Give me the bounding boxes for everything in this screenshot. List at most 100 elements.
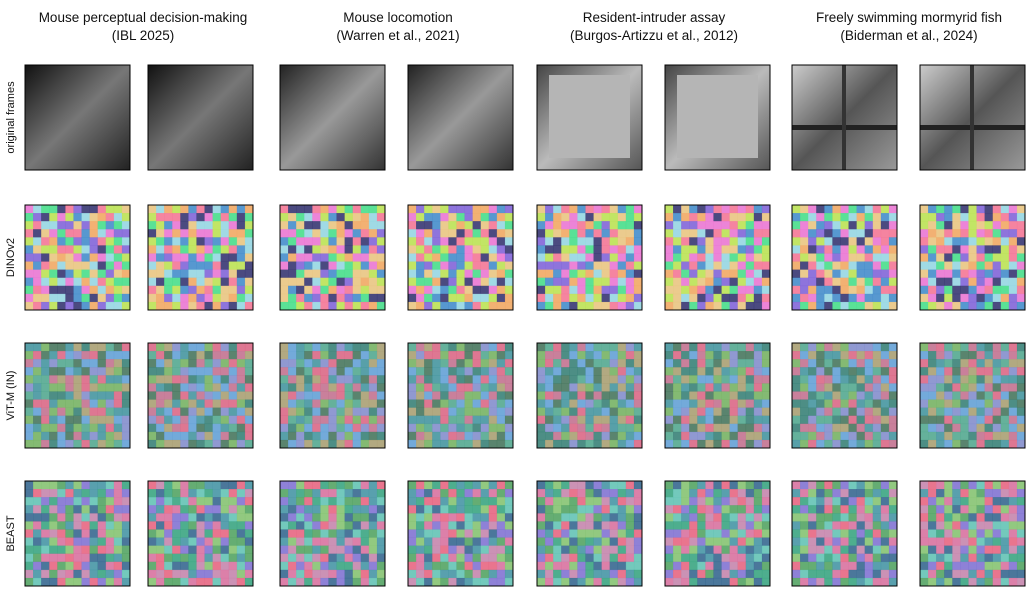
patch	[952, 237, 960, 245]
patch	[626, 375, 634, 383]
patch	[618, 237, 626, 245]
patch	[49, 489, 57, 497]
patch	[353, 538, 361, 546]
patch	[229, 343, 237, 351]
patch	[280, 229, 288, 237]
patch	[49, 294, 57, 302]
patch	[865, 529, 873, 537]
patch	[172, 237, 180, 245]
patch	[816, 513, 824, 521]
patch	[473, 229, 481, 237]
patch	[792, 400, 800, 408]
patch	[122, 416, 130, 424]
patch	[456, 489, 464, 497]
patch	[618, 294, 626, 302]
patch	[832, 221, 840, 229]
patch	[180, 294, 188, 302]
patch	[881, 359, 889, 367]
patch	[473, 424, 481, 432]
patch	[634, 245, 642, 253]
patch	[722, 546, 730, 554]
patch	[944, 237, 952, 245]
patch	[328, 497, 336, 505]
patch	[337, 302, 345, 310]
patch	[328, 213, 336, 221]
patch	[985, 546, 993, 554]
patch	[738, 570, 746, 578]
patch	[738, 205, 746, 213]
patch	[320, 262, 328, 270]
patch	[505, 205, 513, 213]
patch	[245, 570, 253, 578]
patch	[465, 513, 473, 521]
patch	[610, 538, 618, 546]
patch	[57, 562, 65, 570]
patch	[585, 221, 593, 229]
patch	[1017, 400, 1025, 408]
patch	[280, 286, 288, 294]
patch	[416, 538, 424, 546]
patch	[585, 481, 593, 489]
patch	[473, 513, 481, 521]
patch	[881, 286, 889, 294]
patch	[952, 440, 960, 448]
patch	[73, 497, 81, 505]
patch	[345, 245, 353, 253]
patch	[865, 481, 873, 489]
patch	[296, 302, 304, 310]
patch	[681, 253, 689, 261]
patch	[497, 432, 505, 440]
patch	[505, 400, 513, 408]
patch	[114, 375, 122, 383]
patch	[816, 383, 824, 391]
patch	[25, 400, 33, 408]
patch	[881, 538, 889, 546]
patch	[762, 262, 770, 270]
patch	[569, 294, 577, 302]
patch	[432, 375, 440, 383]
patch	[164, 424, 172, 432]
patch	[673, 262, 681, 270]
patch	[180, 424, 188, 432]
patch	[816, 570, 824, 578]
patch	[977, 538, 985, 546]
patch	[448, 497, 456, 505]
patch	[840, 205, 848, 213]
patch	[237, 570, 245, 578]
patch	[65, 213, 73, 221]
patch	[497, 440, 505, 448]
patch	[213, 570, 221, 578]
patch	[213, 481, 221, 489]
patch	[345, 538, 353, 546]
patch	[816, 562, 824, 570]
patch	[49, 262, 57, 270]
patch	[936, 513, 944, 521]
patch	[1001, 505, 1009, 513]
patch	[697, 416, 705, 424]
patch	[738, 497, 746, 505]
patch	[49, 383, 57, 391]
patch	[456, 578, 464, 586]
patch	[537, 416, 545, 424]
patch	[424, 302, 432, 310]
patch	[49, 578, 57, 586]
patch	[594, 489, 602, 497]
patch	[90, 562, 98, 570]
patch	[473, 554, 481, 562]
patch	[353, 270, 361, 278]
patch	[610, 562, 618, 570]
patch	[857, 383, 865, 391]
patch	[49, 529, 57, 537]
patch	[738, 343, 746, 351]
patch	[569, 489, 577, 497]
patch	[312, 570, 320, 578]
patch	[849, 562, 857, 570]
patch	[369, 205, 377, 213]
patch	[361, 351, 369, 359]
patch	[288, 546, 296, 554]
patch	[114, 237, 122, 245]
patch	[602, 351, 610, 359]
patch	[561, 270, 569, 278]
patch	[505, 294, 513, 302]
patch	[188, 286, 196, 294]
